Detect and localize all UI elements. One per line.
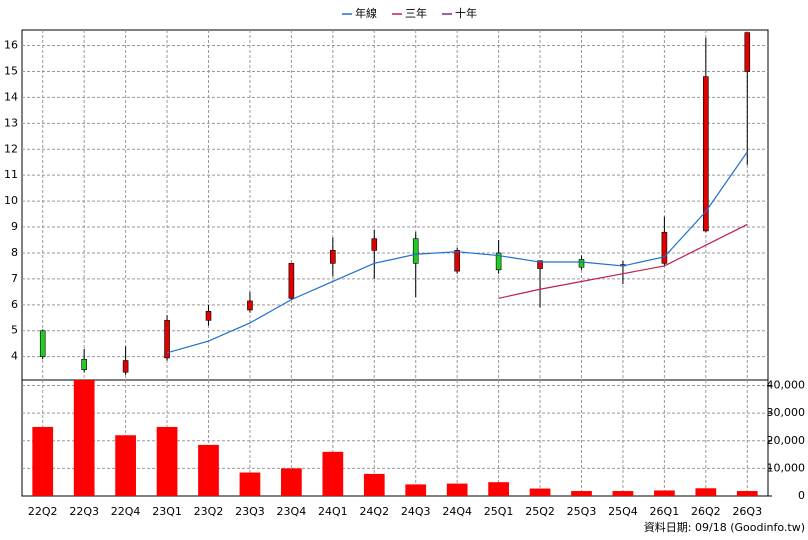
volume-bar xyxy=(612,491,634,496)
x-tick-label: 24Q4 xyxy=(442,505,472,518)
candle-body xyxy=(537,260,543,269)
line-series xyxy=(166,151,748,354)
candle-body xyxy=(412,238,419,264)
x-tick-label: 22Q2 xyxy=(28,505,58,518)
candle-body xyxy=(495,252,502,271)
y-tick-label: 6 xyxy=(11,298,18,311)
x-tick-label: 26Q3 xyxy=(732,505,762,518)
volume-bar xyxy=(322,451,344,496)
candle-body xyxy=(247,300,253,311)
y2-tick-label: 20,000 xyxy=(767,434,806,447)
volume-bar xyxy=(446,483,468,496)
candle-body xyxy=(578,259,585,268)
y-tick-label: 10 xyxy=(4,194,18,207)
x-tick-label: 23Q1 xyxy=(152,505,182,518)
candle-body xyxy=(330,250,336,264)
y-tick-label: 16 xyxy=(4,39,18,52)
x-tick-label: 25Q1 xyxy=(484,505,514,518)
y-tick-label: 14 xyxy=(4,90,18,103)
candle-body xyxy=(122,360,129,373)
x-tick-label: 24Q1 xyxy=(318,505,348,518)
volume-bar xyxy=(654,490,675,496)
candle-body xyxy=(744,32,751,72)
y2-tick-label: 0 xyxy=(798,489,805,502)
y-tick-label: 11 xyxy=(4,168,18,181)
x-tick-label: 22Q4 xyxy=(111,505,141,518)
x-tick-label: 25Q4 xyxy=(608,505,638,518)
volume-bar xyxy=(281,468,302,496)
volume-bar xyxy=(488,482,509,496)
volume-bar xyxy=(115,435,136,496)
x-tick-label: 23Q3 xyxy=(235,505,265,518)
candle-body xyxy=(371,238,378,251)
candle-body xyxy=(661,231,668,264)
legend-label: 年線 xyxy=(355,6,377,20)
x-tick-label: 25Q3 xyxy=(567,505,597,518)
volume-bar xyxy=(529,488,551,496)
candle-body xyxy=(703,76,709,232)
x-tick-label: 24Q2 xyxy=(359,505,389,518)
y-tick-label: 4 xyxy=(11,350,18,363)
x-tick-label: 23Q2 xyxy=(194,505,224,518)
volume-bar xyxy=(571,491,592,496)
volume-bar xyxy=(363,473,385,496)
plot-frame xyxy=(21,29,769,497)
candle-body xyxy=(164,320,170,359)
y-tick-label: 8 xyxy=(11,246,18,259)
x-tick-label: 26Q1 xyxy=(650,505,680,518)
x-tick-label: 22Q3 xyxy=(69,505,99,518)
x-tick-label: 25Q2 xyxy=(525,505,555,518)
line-series xyxy=(498,223,748,299)
footer: 資料日期: 09/18 (Goodinfo.tw) xyxy=(644,520,805,534)
y2-tick-label: 40,000 xyxy=(767,379,806,392)
volume-bar xyxy=(239,472,261,496)
y-tick-label: 15 xyxy=(4,64,18,77)
volume-bar xyxy=(736,491,758,496)
volume-bar xyxy=(32,426,54,496)
candle-body xyxy=(288,263,295,299)
y-tick-label: 13 xyxy=(4,116,18,129)
candle-body xyxy=(39,330,46,357)
x-tick-label: 23Q4 xyxy=(277,505,307,518)
y-tick-label: 5 xyxy=(11,324,18,337)
volume-bar xyxy=(405,484,427,496)
legend-label: 十年 xyxy=(455,6,477,20)
y-tick-label: 7 xyxy=(11,272,18,285)
volume-bar xyxy=(156,426,178,496)
y2-tick-label: 30,000 xyxy=(767,406,806,419)
y-tick-label: 12 xyxy=(4,142,18,155)
legend-label: 三年 xyxy=(405,6,427,20)
volume-bar xyxy=(695,488,717,496)
x-tick-label: 24Q3 xyxy=(401,505,431,518)
volume-bar xyxy=(73,380,95,496)
candle-body xyxy=(205,310,212,321)
candle-body xyxy=(454,250,460,272)
volume-bar xyxy=(198,444,219,496)
candle-body xyxy=(81,358,87,370)
x-tick-label: 26Q2 xyxy=(691,505,721,518)
y-tick-label: 9 xyxy=(11,220,18,233)
y2-tick-label: 10,000 xyxy=(767,461,806,474)
